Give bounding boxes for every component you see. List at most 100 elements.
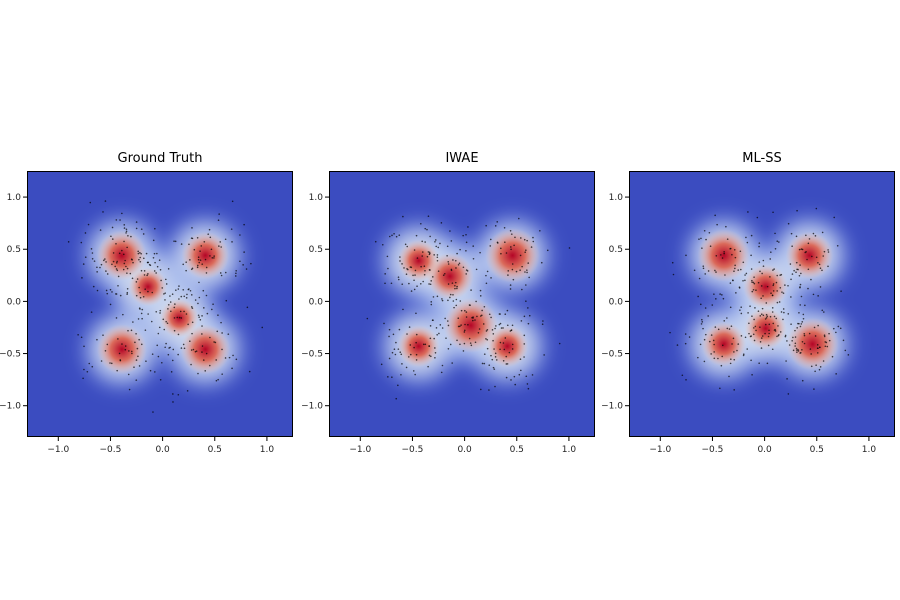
sample-point <box>737 343 740 345</box>
sample-point <box>205 266 208 269</box>
sample-point <box>747 312 749 314</box>
sample-point <box>467 324 469 326</box>
sample-point <box>521 265 523 268</box>
sample-point <box>183 310 185 313</box>
y-tick-label: −1.0 <box>301 402 323 412</box>
sample-point <box>756 216 759 219</box>
sample-point <box>728 328 731 330</box>
sample-point <box>145 360 147 362</box>
sample-point <box>143 257 145 260</box>
sample-point <box>159 379 162 381</box>
sample-point <box>509 330 512 332</box>
sample-point <box>248 370 251 373</box>
sample-point <box>767 335 770 338</box>
sample-point <box>819 286 822 288</box>
sample-point <box>768 332 770 335</box>
sample-point <box>124 345 127 347</box>
sample-point <box>423 273 426 276</box>
sample-point <box>701 247 703 249</box>
sample-point <box>436 254 439 256</box>
sample-point <box>505 252 508 254</box>
sample-point <box>737 269 740 271</box>
sample-point <box>733 270 735 272</box>
sample-point <box>495 325 497 327</box>
sample-point <box>762 265 765 267</box>
sample-point <box>144 329 147 331</box>
sample-point <box>158 326 161 329</box>
sample-point <box>777 334 780 337</box>
sample-point <box>828 339 831 342</box>
sample-point <box>708 340 711 343</box>
sample-point <box>245 268 248 270</box>
y-tick-label: 0.0 <box>609 297 624 307</box>
sample-point <box>742 261 745 264</box>
sample-point <box>819 366 822 368</box>
sample-point <box>725 225 727 228</box>
sample-point <box>489 245 492 247</box>
sample-point <box>795 235 798 238</box>
sample-point <box>768 323 771 326</box>
sample-point <box>91 365 94 368</box>
sample-point <box>530 246 533 248</box>
sample-point <box>455 267 457 269</box>
sample-point <box>115 219 118 221</box>
sample-point <box>127 234 129 237</box>
sample-point <box>698 238 700 240</box>
sample-point <box>760 347 763 349</box>
sample-point <box>699 303 702 306</box>
sample-point <box>182 288 185 291</box>
sample-point <box>151 353 154 355</box>
density-peak <box>397 239 440 282</box>
sample-point <box>765 313 768 316</box>
sample-point <box>388 235 391 238</box>
sample-point <box>436 295 439 298</box>
sample-point <box>183 295 186 298</box>
sample-point <box>166 322 169 325</box>
sample-point <box>719 387 721 390</box>
sample-point <box>818 368 821 371</box>
sample-point <box>198 316 200 318</box>
sample-point <box>701 318 703 321</box>
sample-point <box>231 241 233 243</box>
sample-point <box>526 269 528 271</box>
sample-point <box>407 268 409 271</box>
sample-point <box>447 324 450 327</box>
sample-point <box>807 242 810 245</box>
sample-point <box>428 269 431 271</box>
sample-point <box>481 309 483 312</box>
sample-point <box>729 282 732 284</box>
sample-point <box>486 338 489 341</box>
sample-point <box>136 347 139 350</box>
sample-point <box>750 268 753 270</box>
sample-point <box>796 327 798 329</box>
sample-point <box>419 282 422 285</box>
sample-point <box>494 385 496 388</box>
sample-point <box>443 272 446 275</box>
sample-point <box>401 263 403 265</box>
sample-point <box>733 389 735 391</box>
sample-point <box>495 359 498 361</box>
sample-point <box>452 293 454 296</box>
sample-point <box>141 308 144 311</box>
sample-point <box>96 271 98 273</box>
sample-point <box>760 285 763 287</box>
sample-point <box>408 282 410 285</box>
sample-point <box>777 325 779 327</box>
sample-point <box>796 209 798 212</box>
sample-point <box>156 265 159 268</box>
sample-point <box>526 239 528 242</box>
sample-point <box>178 298 180 300</box>
sample-point <box>505 363 508 365</box>
sample-point <box>506 309 509 312</box>
sample-point <box>186 293 188 296</box>
sample-point <box>721 294 723 296</box>
sample-point <box>490 277 492 279</box>
sample-point <box>180 295 183 298</box>
sample-point <box>416 285 418 287</box>
sample-point <box>217 219 220 221</box>
sample-point <box>430 355 432 358</box>
sample-point <box>799 286 801 289</box>
sample-point <box>502 327 504 329</box>
sample-point <box>130 350 133 353</box>
sample-point <box>395 235 398 238</box>
